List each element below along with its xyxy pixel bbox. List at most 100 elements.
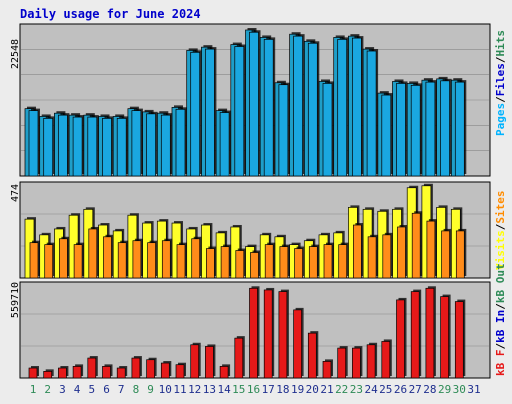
legend-item: Hits [494, 30, 507, 57]
files-bar [381, 94, 392, 177]
legend-text: Visits/Sites [494, 191, 507, 271]
x-tick-label: 6 [103, 383, 110, 396]
y-max-label: 474 [10, 184, 21, 202]
x-tick-label: 19 [291, 383, 304, 396]
files-bar [102, 118, 112, 177]
files-bar [293, 35, 303, 177]
sites-bar [264, 244, 274, 279]
x-tick-label: 11 [173, 383, 186, 396]
kb-f-bar [263, 289, 273, 379]
files-bar [454, 81, 465, 177]
kb-f-bar [205, 346, 214, 379]
kb-f-bar [146, 359, 155, 379]
files-bar [28, 110, 39, 177]
sites-bar [103, 236, 112, 279]
legend-pages-files-hits: Pages/Files/Hits [494, 30, 507, 136]
kb-f-bar [234, 337, 244, 379]
legend-separator: / [494, 303, 507, 310]
x-tick-label: 16 [247, 383, 260, 396]
x-tick-label: 14 [217, 383, 231, 396]
x-tick-label: 28 [423, 383, 436, 396]
files-bar [205, 48, 215, 177]
kb-f-bar [293, 309, 302, 379]
legend-separator: / [494, 96, 507, 103]
x-tick-label: 31 [467, 383, 480, 396]
x-tick-label: 10 [159, 383, 172, 396]
kb-f-bar [396, 299, 405, 379]
sites-bar [117, 242, 127, 279]
sites-bar [29, 242, 39, 279]
x-tick-label: 3 [59, 383, 66, 396]
kb-f-bar [410, 291, 420, 379]
sites-bar [88, 228, 98, 279]
x-tick-label: 23 [350, 383, 363, 396]
kb-f-bar [381, 341, 391, 379]
kb-f-bar [278, 291, 288, 379]
y-max-label: 559710 [10, 282, 21, 318]
files-bar [116, 118, 127, 177]
files-bar [263, 39, 274, 177]
legend-item: kB F [494, 350, 507, 377]
sites-bar [59, 238, 68, 279]
legend-item: Files [494, 63, 507, 96]
files-bar [219, 112, 230, 177]
kb-f-bar [337, 347, 347, 379]
panel-pages-files-hits: 22548 Pages/Files/Hits [10, 23, 507, 177]
x-tick-label: 21 [320, 383, 333, 396]
sites-bar [250, 252, 259, 279]
files-bar [87, 116, 98, 177]
x-tick-label: 5 [88, 383, 95, 396]
kb-f-bar [28, 367, 38, 379]
x-tick-label: 20 [306, 383, 319, 396]
kb-f-bar [322, 361, 332, 379]
kb-f-bar [249, 287, 258, 379]
x-tick-label: 25 [379, 383, 392, 396]
legend-item: kB In [494, 310, 507, 343]
files-bar [337, 39, 348, 177]
sites-bar [382, 234, 392, 279]
kb-f-bar [116, 367, 126, 379]
kb-f-bar [440, 296, 449, 379]
files-bar [249, 31, 259, 177]
x-tick-label: 22 [335, 383, 348, 396]
sites-bar [220, 246, 230, 279]
x-tick-label: 2 [44, 383, 51, 396]
x-tick-label: 30 [453, 383, 466, 396]
x-tick-label: 26 [394, 383, 407, 396]
sites-bar [441, 230, 450, 279]
legend-separator: / [494, 343, 507, 350]
sites-bar [161, 240, 171, 279]
sites-bar [132, 240, 142, 279]
sites-bar [426, 220, 436, 279]
sites-bar [397, 226, 406, 279]
kb-f-bar [58, 367, 67, 379]
kb-f-bar [454, 301, 464, 379]
files-bar [58, 114, 68, 177]
x-tick-label: 17 [262, 383, 275, 396]
legend-item: Visits [494, 230, 507, 270]
bars-visits-sites [21, 183, 489, 279]
kb-f-bar [190, 344, 200, 379]
files-bar [410, 84, 421, 177]
kb-f-bar [175, 364, 185, 379]
legend-text: Pages/Files/Hits [494, 30, 507, 136]
files-bar [43, 118, 54, 177]
sites-bar [308, 246, 318, 279]
files-bar [425, 81, 436, 177]
x-tick-label: 1 [30, 383, 37, 396]
chart-title: Daily usage for June 2024 [20, 7, 201, 21]
kb-f-bar [219, 366, 229, 379]
kb-f-bar [43, 371, 53, 379]
x-tick-label: 13 [203, 383, 216, 396]
kb-f-bar [160, 362, 170, 379]
files-bar [366, 50, 377, 177]
x-axis-day-labels: 1 2 3 4 5 6 7 8 9 10 11 12 13 14 15 16 17 18 19 20 21 22 23 24 2… [30, 383, 481, 396]
files-bar [352, 37, 362, 177]
x-tick-label: 24 [364, 383, 378, 396]
x-tick-label: 15 [232, 383, 245, 396]
sites-bar [353, 224, 362, 279]
files-bar [72, 116, 83, 177]
legend-separator: / [494, 223, 507, 230]
files-bar [234, 46, 245, 177]
